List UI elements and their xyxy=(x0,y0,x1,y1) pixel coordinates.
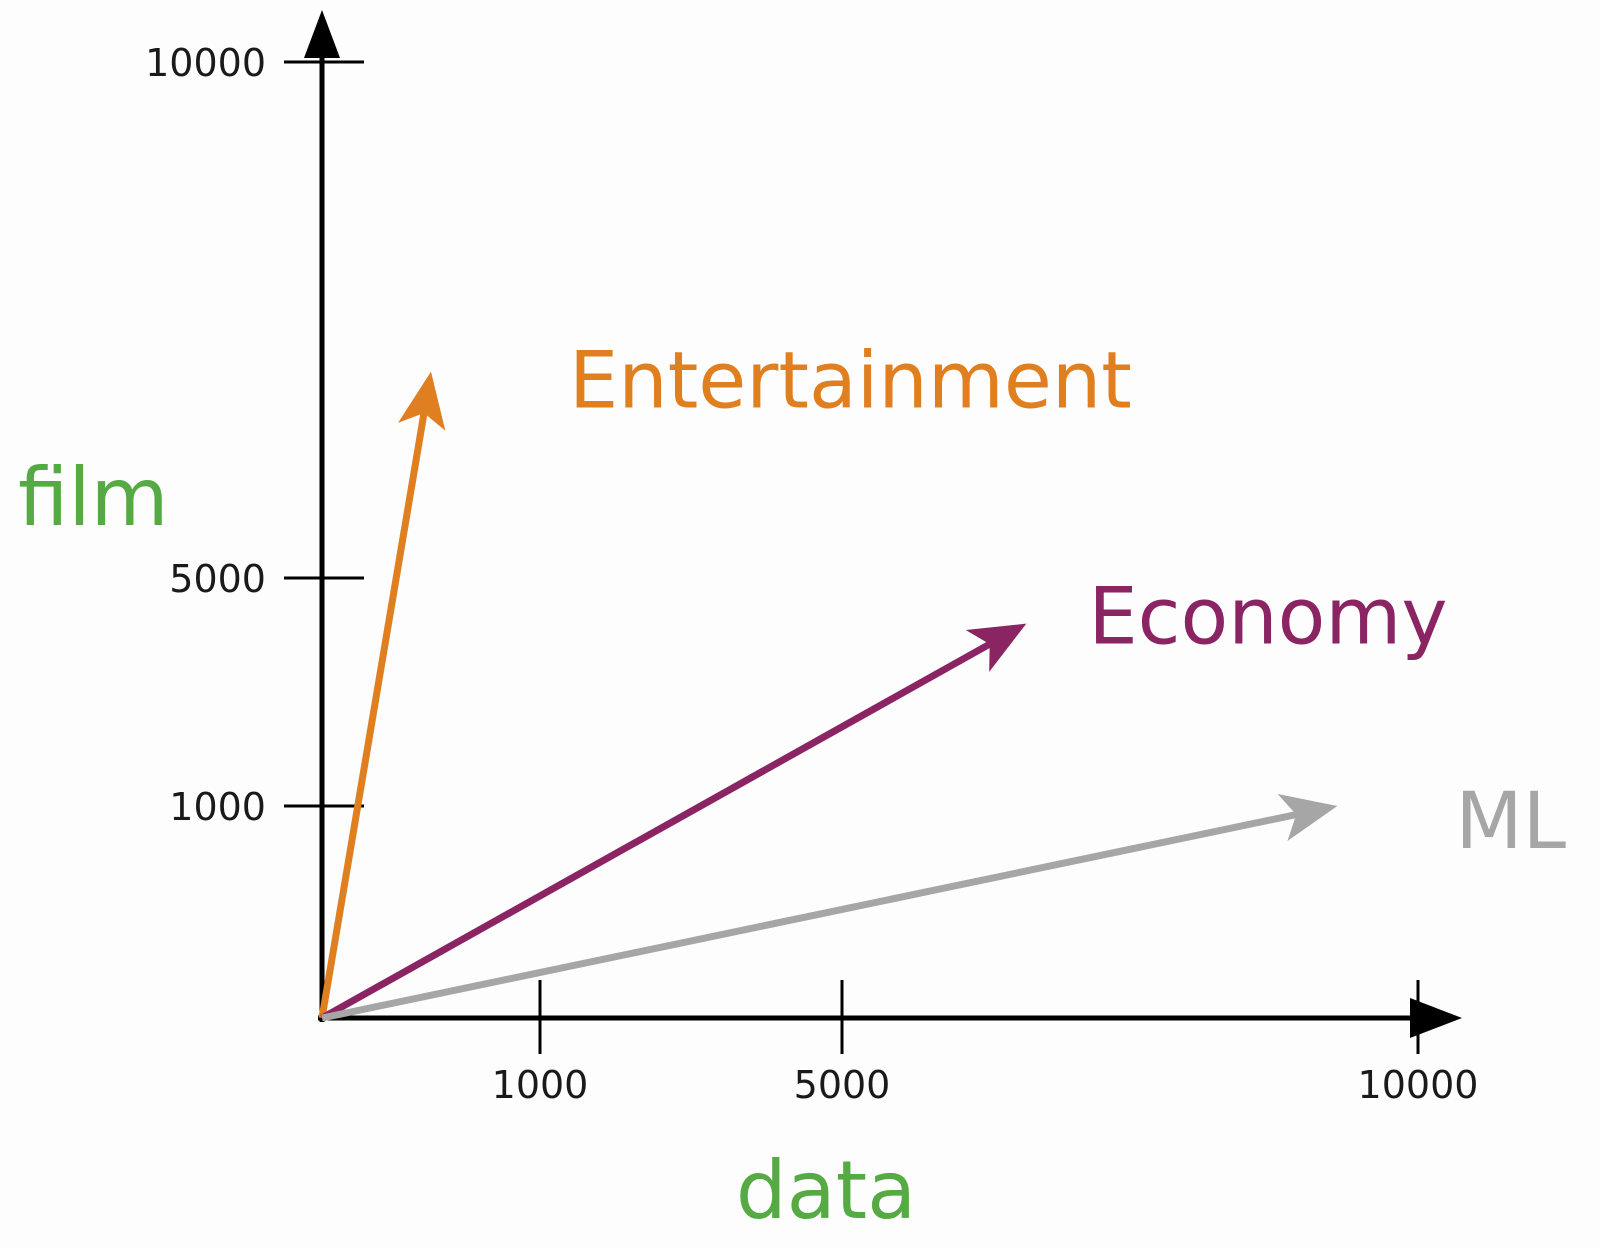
vector-entertainment: Entertainment xyxy=(318,337,1132,1019)
vector-arrowhead-2 xyxy=(1277,793,1338,841)
vector-shaft-0 xyxy=(318,412,428,1019)
vector-label-ml: ML xyxy=(1455,777,1566,867)
y-axis-title: film xyxy=(18,451,169,544)
vector-ml: ML xyxy=(321,777,1567,1022)
vector-arrowhead-0 xyxy=(398,371,446,431)
y-tick-label-0: 1000 xyxy=(169,785,266,829)
x-ticks: 1000 5000 10000 xyxy=(492,980,1479,1107)
vector-label-economy: Economy xyxy=(1088,573,1447,663)
vector-label-entertainment: Entertainment xyxy=(569,337,1132,427)
y-axis-arrowhead xyxy=(304,10,340,58)
x-axis-title: data xyxy=(736,1144,916,1237)
y-ticks: 1000 5000 10000 xyxy=(145,41,364,829)
vector-shaft-2 xyxy=(321,811,1297,1022)
vector-arrowhead-1 xyxy=(965,623,1027,672)
vectors: Entertainment Economy ML xyxy=(318,337,1567,1022)
x-tick-label-0: 1000 xyxy=(492,1063,589,1107)
x-axis-arrowhead xyxy=(1410,998,1462,1038)
vector-economy: Economy xyxy=(320,573,1448,1022)
y-tick-label-2: 10000 xyxy=(145,41,266,85)
y-tick-label-1: 5000 xyxy=(169,557,266,601)
axes xyxy=(304,10,1462,1038)
vector-shaft-1 xyxy=(320,641,992,1022)
x-tick-label-1: 5000 xyxy=(794,1063,891,1107)
x-tick-label-2: 10000 xyxy=(1358,1063,1479,1107)
